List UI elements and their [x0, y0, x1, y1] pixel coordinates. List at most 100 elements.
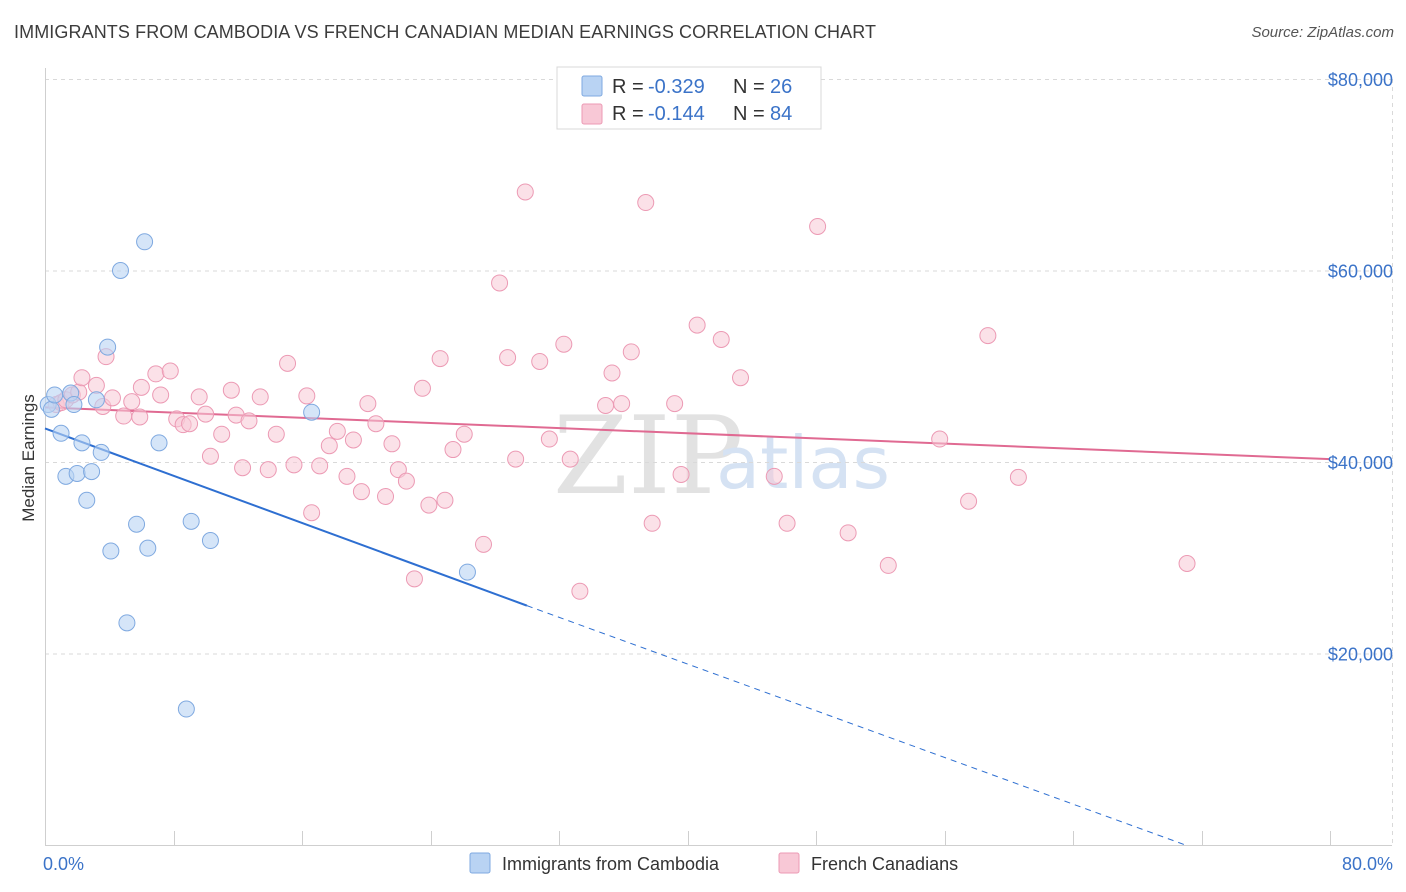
point-cambodia-12 [92, 443, 110, 461]
legend-n-label-2: N = [733, 103, 765, 125]
point-french-canadians-34 [303, 504, 321, 522]
point-french-canadians-28 [251, 388, 269, 406]
tick-labels: $20,000 $40,000 $60,000 $80,000 0.0% 80.0% [43, 70, 1393, 874]
watermark-zip: ZIP [553, 394, 743, 519]
point-french-canadians-22 [201, 447, 219, 465]
point-french-canadians-49 [420, 496, 438, 514]
point-french-canadians-9 [103, 389, 121, 407]
point-french-canadians-36 [320, 437, 338, 455]
legend-r-label-1: R = [612, 76, 644, 98]
legend-n-label-1: N = [733, 76, 765, 98]
point-cambodia-20 [150, 434, 168, 452]
y-tick-label-2: $60,000 [1328, 262, 1393, 282]
point-french-canadians-66 [613, 395, 631, 413]
point-french-canadians-74 [732, 369, 750, 387]
point-french-canadians-37 [328, 422, 346, 440]
point-french-canadians-45 [389, 461, 407, 479]
point-cambodia-10 [83, 463, 101, 481]
point-french-canadians-57 [507, 450, 525, 468]
point-french-canadians-51 [436, 491, 454, 509]
point-french-canadians-29 [259, 461, 277, 479]
point-french-canadians-23 [213, 425, 231, 443]
source-credit: Source: ZipAtlas.com [1251, 24, 1394, 41]
point-french-canadians-30 [267, 425, 285, 443]
point-french-canadians-64 [597, 397, 615, 415]
point-french-canadians-76 [778, 514, 796, 532]
point-french-canadians-60 [540, 430, 558, 448]
point-french-canadians-58 [516, 183, 534, 201]
bottom-legend-label-cambodia: Immigrants from Cambodia [502, 854, 720, 874]
point-french-canadians-19 [181, 415, 199, 433]
point-french-canadians-33 [298, 387, 316, 405]
point-french-canadians-61 [555, 335, 573, 353]
point-french-canadians-39 [344, 431, 362, 449]
point-french-canadians-67 [622, 343, 640, 361]
point-cambodia-23 [201, 532, 219, 550]
point-french-canadians-70 [666, 395, 684, 413]
point-french-canadians-62 [561, 450, 579, 468]
point-cambodia-3 [52, 424, 70, 442]
point-french-canadians-21 [197, 405, 215, 423]
point-cambodia-18 [136, 233, 154, 251]
bottom-legend-label-french-canadians: French Canadians [811, 854, 958, 874]
point-cambodia-7 [68, 464, 86, 482]
point-french-canadians-20 [190, 388, 208, 406]
point-french-canadians-13 [132, 378, 150, 396]
point-french-canadians-31 [279, 354, 297, 372]
point-cambodia-11 [87, 391, 105, 409]
x-tick-label-0: 0.0% [43, 854, 84, 874]
point-french-canadians-83 [1009, 468, 1027, 486]
series-legend: Immigrants from Cambodia French Canadian… [469, 852, 958, 874]
correlation-legend: R = -0.329 N = 26 R = -0.144 N = 84 [556, 66, 822, 130]
data-points [39, 183, 1196, 718]
point-french-canadians-75 [765, 467, 783, 485]
point-french-canadians-47 [405, 570, 423, 588]
point-french-canadians-15 [152, 386, 170, 404]
point-french-canadians-16 [161, 362, 179, 380]
point-cambodia-2 [46, 386, 64, 404]
point-french-canadians-72 [688, 316, 706, 334]
y-tick-label-1: $40,000 [1328, 453, 1393, 473]
point-french-canadians-65 [603, 364, 621, 382]
trend-line-cambodia-extrapolated [526, 605, 1186, 846]
point-french-canadians-84 [1178, 554, 1196, 572]
point-french-canadians-53 [455, 425, 473, 443]
point-cambodia-25 [458, 563, 476, 581]
point-cambodia-21 [177, 700, 195, 718]
legend-r-value-2: -0.144 [648, 103, 705, 125]
point-french-canadians-73 [712, 330, 730, 348]
point-french-canadians-52 [444, 441, 462, 459]
point-french-canadians-26 [234, 459, 252, 477]
legend-swatch-french-canadians [581, 103, 603, 125]
legend-n-value-2: 84 [770, 103, 792, 125]
legend-r-label-2: R = [612, 103, 644, 125]
point-french-canadians-10 [115, 407, 133, 425]
point-cambodia-16 [118, 614, 136, 632]
point-cambodia-6 [65, 396, 83, 414]
point-cambodia-22 [182, 512, 200, 530]
point-french-canadians-68 [637, 194, 655, 212]
point-french-canadians-6 [87, 376, 105, 394]
point-french-canadians-56 [499, 349, 517, 367]
chart-title: IMMIGRANTS FROM CAMBODIA VS FRENCH CANAD… [14, 22, 877, 42]
point-french-canadians-71 [672, 465, 690, 483]
point-french-canadians-32 [285, 456, 303, 474]
point-french-canadians-59 [531, 352, 549, 370]
point-french-canadians-11 [123, 393, 141, 411]
point-french-canadians-54 [475, 535, 493, 553]
y-axis-label: Median Earnings [19, 394, 38, 522]
point-french-canadians-81 [960, 492, 978, 510]
point-french-canadians-50 [431, 350, 449, 368]
bottom-legend-swatch-french-canadians [778, 852, 800, 874]
trend-lines [44, 406, 1331, 846]
point-cambodia-8 [73, 434, 91, 452]
point-french-canadians-77 [809, 217, 827, 235]
point-french-canadians-24 [222, 381, 240, 399]
point-cambodia-24 [303, 403, 321, 421]
trend-line-french-canadians [44, 406, 1331, 461]
y-tick-label-0: $20,000 [1328, 645, 1393, 665]
point-french-canadians-80 [931, 430, 949, 448]
point-french-canadians-14 [147, 365, 165, 383]
point-french-canadians-79 [879, 556, 897, 574]
